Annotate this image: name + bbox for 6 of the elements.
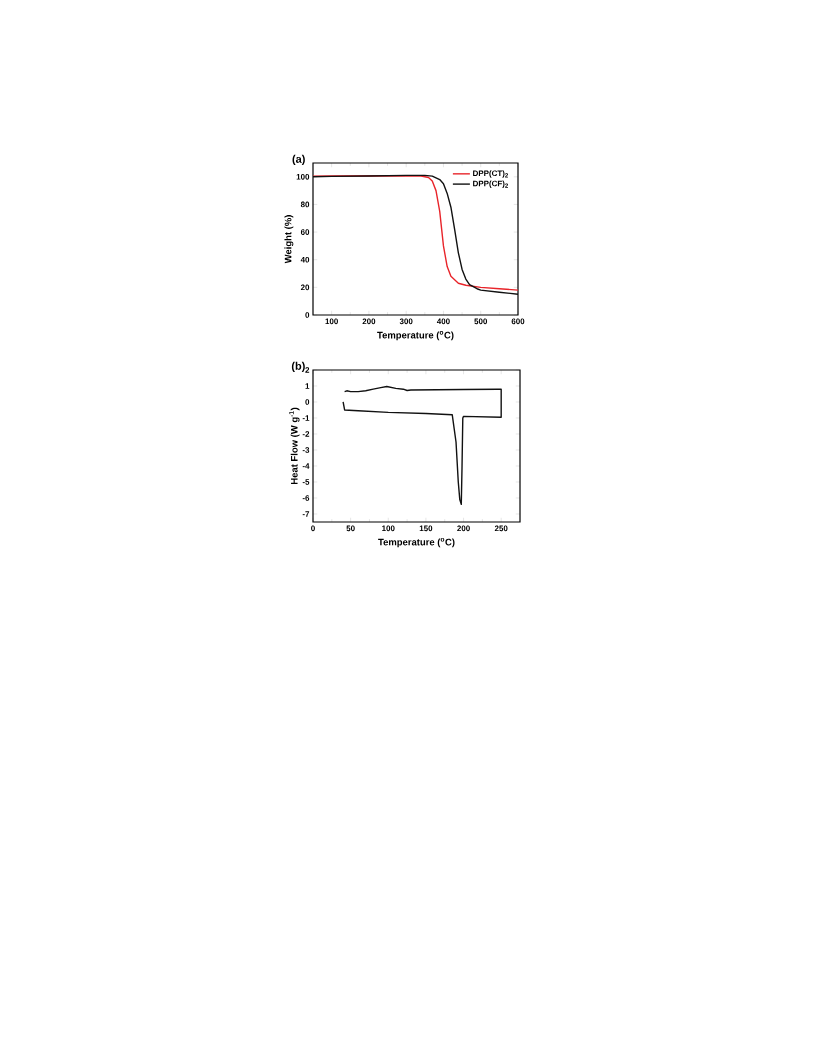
x-axis-title: Temperature ($^{o}$C) [377, 331, 454, 341]
y-axis-title: Heat Flow (W g$^{-1}$) [289, 407, 300, 485]
chart-title: (b) [291, 361, 305, 373]
x-axis-title: Temperature ($^{o}$C) [378, 537, 455, 548]
chart-title: (a) [292, 154, 305, 166]
y-axis-title: Weight (%) [284, 215, 294, 264]
